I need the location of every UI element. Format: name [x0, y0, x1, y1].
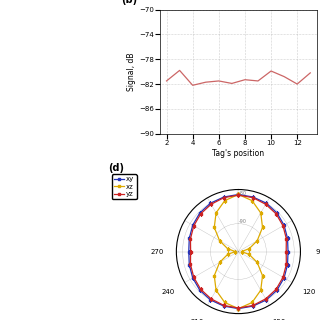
xy: [222, 304, 226, 308]
yz: [274, 287, 278, 291]
xy: [282, 276, 286, 280]
xy: [198, 288, 202, 292]
xz: [247, 252, 251, 256]
xy: [286, 250, 290, 253]
xy: [187, 263, 191, 267]
xy: [275, 211, 279, 215]
yz: [284, 262, 288, 266]
xz: [212, 226, 216, 229]
xz: [218, 260, 221, 264]
yz: [199, 212, 203, 216]
Line: xy: xy: [188, 193, 289, 310]
xz: [250, 300, 254, 304]
yz: [192, 224, 196, 228]
xy: [187, 250, 191, 253]
Legend: xy, xz, yz: xy, xz, yz: [112, 174, 137, 199]
xz: [236, 307, 240, 310]
xy: [251, 195, 255, 199]
yz: [236, 193, 240, 197]
yz: [284, 237, 288, 241]
xy: [236, 193, 240, 196]
xy: [191, 223, 195, 227]
yz: [251, 196, 255, 200]
xz: [250, 199, 254, 203]
xz: [259, 288, 263, 292]
yz: [264, 297, 268, 301]
xz: [236, 193, 240, 196]
xy: [236, 307, 240, 310]
xz: [226, 252, 229, 256]
xy: [251, 304, 255, 308]
xz: [255, 260, 259, 264]
xz: [236, 193, 240, 196]
yz: [274, 212, 278, 216]
xy: [286, 236, 290, 240]
yz: [222, 304, 226, 308]
yz: [209, 297, 213, 301]
yz: [189, 250, 193, 253]
xz: [212, 274, 216, 278]
xy: [222, 195, 226, 199]
xy: [286, 263, 290, 267]
xz: [260, 226, 264, 229]
yz: [251, 304, 255, 308]
xy: [209, 298, 212, 302]
yz: [236, 306, 240, 310]
xz: [260, 274, 264, 278]
xz: [214, 211, 218, 215]
Line: yz: yz: [189, 194, 288, 309]
xz: [247, 247, 251, 251]
yz: [281, 224, 285, 228]
xz: [223, 300, 227, 304]
xy: [275, 288, 279, 292]
xy: [264, 201, 268, 205]
yz: [199, 287, 203, 291]
xz: [214, 288, 218, 292]
xy: [282, 223, 286, 227]
xy: [236, 193, 240, 196]
yz: [188, 262, 192, 266]
xz: [223, 199, 227, 203]
xy: [187, 236, 191, 240]
xz: [233, 250, 237, 253]
xz: [240, 250, 244, 253]
yz: [281, 276, 285, 279]
yz: [264, 202, 268, 206]
xy: [264, 298, 268, 302]
xz: [259, 211, 263, 215]
yz: [236, 193, 240, 197]
xy: [191, 276, 195, 280]
xy: [209, 201, 212, 205]
Y-axis label: Signal, dB: Signal, dB: [127, 52, 136, 91]
Text: (b): (b): [121, 0, 137, 5]
xz: [255, 239, 259, 243]
xy: [198, 211, 202, 215]
yz: [284, 250, 288, 253]
yz: [192, 276, 196, 279]
X-axis label: Tag's position: Tag's position: [212, 149, 264, 158]
Text: (d): (d): [108, 163, 124, 173]
yz: [209, 202, 213, 206]
xz: [226, 247, 229, 251]
yz: [188, 237, 192, 241]
Line: xz: xz: [213, 193, 264, 310]
yz: [222, 196, 226, 200]
xz: [218, 239, 221, 243]
